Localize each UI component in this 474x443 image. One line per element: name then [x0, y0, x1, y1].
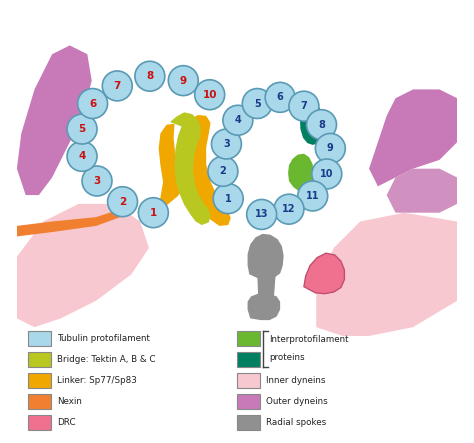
Text: proteins: proteins [270, 353, 305, 362]
Circle shape [246, 199, 277, 229]
Text: Bridge: Tektin A, B & C: Bridge: Tektin A, B & C [57, 355, 155, 364]
FancyBboxPatch shape [237, 373, 260, 388]
Text: 5: 5 [78, 124, 86, 134]
Text: 10: 10 [202, 90, 217, 100]
FancyBboxPatch shape [28, 373, 51, 388]
FancyBboxPatch shape [28, 394, 51, 409]
Text: Outer dyneins: Outer dyneins [266, 397, 328, 406]
FancyBboxPatch shape [237, 415, 260, 430]
Text: 1: 1 [150, 208, 157, 218]
FancyBboxPatch shape [28, 330, 51, 346]
Circle shape [211, 129, 241, 159]
Text: DRC: DRC [57, 418, 75, 427]
Circle shape [67, 114, 97, 144]
Text: 7: 7 [114, 81, 121, 91]
Circle shape [67, 141, 97, 171]
Circle shape [312, 159, 342, 189]
Circle shape [274, 194, 304, 224]
FancyBboxPatch shape [28, 415, 51, 430]
Text: Inner dyneins: Inner dyneins [266, 376, 326, 385]
Text: 12: 12 [282, 204, 296, 214]
Text: 9: 9 [327, 144, 334, 153]
Circle shape [223, 105, 253, 135]
Text: 1: 1 [225, 194, 232, 204]
Polygon shape [316, 213, 457, 336]
Text: 4: 4 [78, 152, 86, 161]
Polygon shape [304, 253, 345, 294]
Text: 11: 11 [306, 191, 319, 201]
Text: 2: 2 [219, 166, 226, 176]
Polygon shape [288, 154, 314, 193]
Text: 6: 6 [89, 98, 96, 109]
Text: 2: 2 [119, 197, 126, 207]
Circle shape [102, 71, 132, 101]
Text: Radial spokes: Radial spokes [266, 418, 326, 427]
Polygon shape [300, 102, 325, 145]
Text: 3: 3 [93, 176, 100, 186]
Text: 3: 3 [223, 139, 230, 149]
FancyBboxPatch shape [237, 330, 260, 346]
Circle shape [138, 198, 168, 228]
Polygon shape [17, 46, 92, 195]
Circle shape [213, 184, 243, 214]
Polygon shape [154, 115, 231, 226]
Polygon shape [257, 271, 276, 299]
Text: Interprotofilament: Interprotofilament [270, 335, 349, 344]
Circle shape [208, 156, 238, 187]
Circle shape [78, 89, 108, 118]
Text: 8: 8 [318, 120, 325, 130]
Text: 9: 9 [180, 76, 187, 85]
Text: 5: 5 [254, 98, 261, 109]
Text: Nexin: Nexin [57, 397, 82, 406]
Polygon shape [170, 113, 210, 225]
Text: 13: 13 [255, 210, 268, 219]
Polygon shape [17, 209, 120, 237]
Polygon shape [387, 169, 457, 213]
Circle shape [265, 82, 295, 113]
Text: 8: 8 [146, 71, 154, 81]
FancyBboxPatch shape [237, 394, 260, 409]
Circle shape [82, 166, 112, 196]
Circle shape [289, 91, 319, 121]
Text: Linker: Sp77/Sp83: Linker: Sp77/Sp83 [57, 376, 137, 385]
Circle shape [298, 181, 328, 211]
Polygon shape [247, 294, 280, 320]
Text: 10: 10 [320, 169, 334, 179]
Text: Tubulin protofilament: Tubulin protofilament [57, 334, 150, 342]
Circle shape [195, 80, 225, 110]
Circle shape [315, 133, 345, 163]
Text: 4: 4 [235, 115, 241, 125]
Polygon shape [369, 89, 457, 187]
Circle shape [307, 110, 337, 140]
Text: 7: 7 [301, 101, 307, 111]
Text: 6: 6 [277, 92, 283, 102]
Polygon shape [17, 204, 149, 327]
FancyBboxPatch shape [28, 352, 51, 367]
Polygon shape [247, 234, 283, 280]
Circle shape [135, 61, 165, 91]
Circle shape [242, 89, 272, 118]
Circle shape [168, 66, 198, 96]
Circle shape [108, 187, 137, 217]
FancyBboxPatch shape [237, 352, 260, 367]
